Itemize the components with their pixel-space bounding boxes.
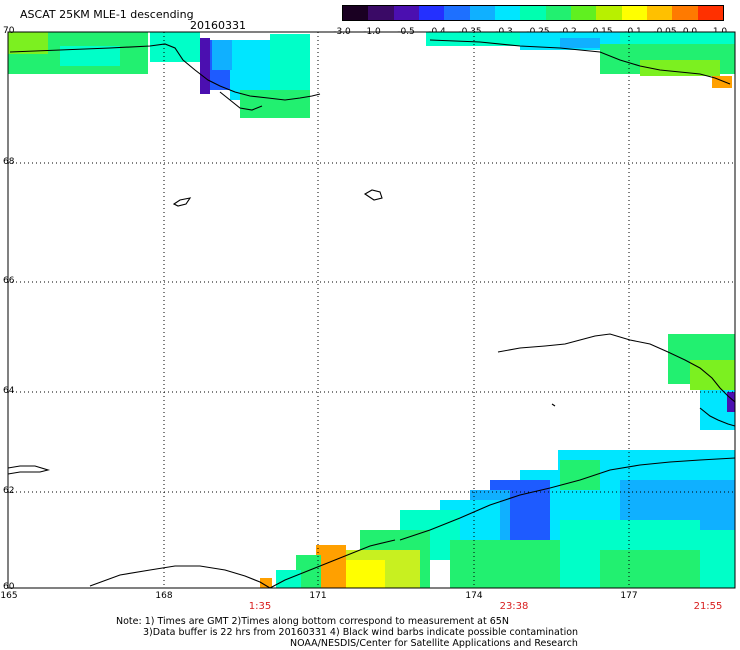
wind-cell xyxy=(450,540,570,588)
lat-label-60: 60 xyxy=(3,582,15,592)
colorbar-swatch xyxy=(469,6,495,20)
note-line-3: NOAA/NESDIS/Center for Satellite Applica… xyxy=(290,638,578,649)
colorbar-swatch xyxy=(520,6,546,20)
wind-cell xyxy=(727,392,735,412)
wind-cell xyxy=(630,450,735,466)
lon-label-165: 165 xyxy=(0,591,18,601)
wind-cell xyxy=(240,90,310,118)
coastline-alaska-north xyxy=(429,39,731,85)
wind-cell xyxy=(700,500,735,530)
colorbar-strip xyxy=(342,5,724,21)
colorbar-swatch xyxy=(444,6,470,20)
wind-data-cells xyxy=(8,32,735,588)
island-small xyxy=(551,403,556,407)
colorbar-swatch xyxy=(596,6,622,20)
wind-cell xyxy=(200,38,210,94)
colorbar-swatch xyxy=(418,6,445,20)
wind-cell xyxy=(690,360,735,390)
map-date: 20160331 xyxy=(190,19,246,32)
wind-cell xyxy=(600,550,700,588)
coastline-chukotka-south xyxy=(89,565,271,589)
lon-label-174: 174 xyxy=(465,591,483,601)
graticule xyxy=(8,32,735,588)
lon-label-177: 177 xyxy=(620,591,638,601)
coastline-chukotka-north xyxy=(9,43,321,101)
note-line-2: 3)Data buffer is 22 hrs from 20160331 4)… xyxy=(143,627,579,638)
lat-label-68: 68 xyxy=(3,157,15,167)
map-title: ASCAT 25KM MLE-1 descending xyxy=(20,8,194,21)
colorbar-swatch xyxy=(646,6,673,20)
coastline-alaska-south xyxy=(399,457,736,541)
wind-cell xyxy=(640,60,720,76)
lon-label-171: 171 xyxy=(309,591,327,601)
coastline-anadyr xyxy=(7,465,51,475)
coastline-chukotka-east xyxy=(269,539,396,589)
colorbar-swatch xyxy=(368,6,394,20)
lat-label-70: 70 xyxy=(3,26,15,36)
colorbar-swatch xyxy=(621,6,647,20)
colorbar-swatch xyxy=(393,6,419,20)
wind-cell xyxy=(212,40,232,70)
wind-cell xyxy=(560,38,600,48)
wind-cell xyxy=(150,32,200,62)
lat-label-62: 62 xyxy=(3,486,15,496)
time-label-2: 23:38 xyxy=(499,601,529,612)
coastline-kolyuchin xyxy=(219,91,263,111)
colorbar-swatch xyxy=(545,6,571,20)
wind-cell xyxy=(345,560,385,588)
lon-label-168: 168 xyxy=(155,591,173,601)
time-label-3: 21:55 xyxy=(693,601,723,612)
island-wrangel-1 xyxy=(172,197,192,207)
wind-cell xyxy=(260,578,272,588)
colorbar-swatch xyxy=(343,6,369,20)
coastline-seward xyxy=(497,333,736,403)
lat-label-66: 66 xyxy=(3,276,15,286)
colorbar-swatch xyxy=(697,6,723,20)
colorbar xyxy=(342,5,724,21)
island-herald xyxy=(363,189,383,201)
lat-label-64: 64 xyxy=(3,386,15,396)
coastline-norton xyxy=(699,407,736,427)
map-frame xyxy=(7,31,736,589)
time-label-1: 1:35 xyxy=(248,601,272,612)
colorbar-swatch xyxy=(570,6,597,20)
note-line-1: Note: 1) Times are GMT 2)Times along bot… xyxy=(116,616,509,627)
colorbar-swatch xyxy=(494,6,521,20)
coastlines xyxy=(7,39,736,589)
wind-cell xyxy=(8,32,48,54)
colorbar-swatch xyxy=(672,6,698,20)
wind-cell xyxy=(60,46,120,66)
